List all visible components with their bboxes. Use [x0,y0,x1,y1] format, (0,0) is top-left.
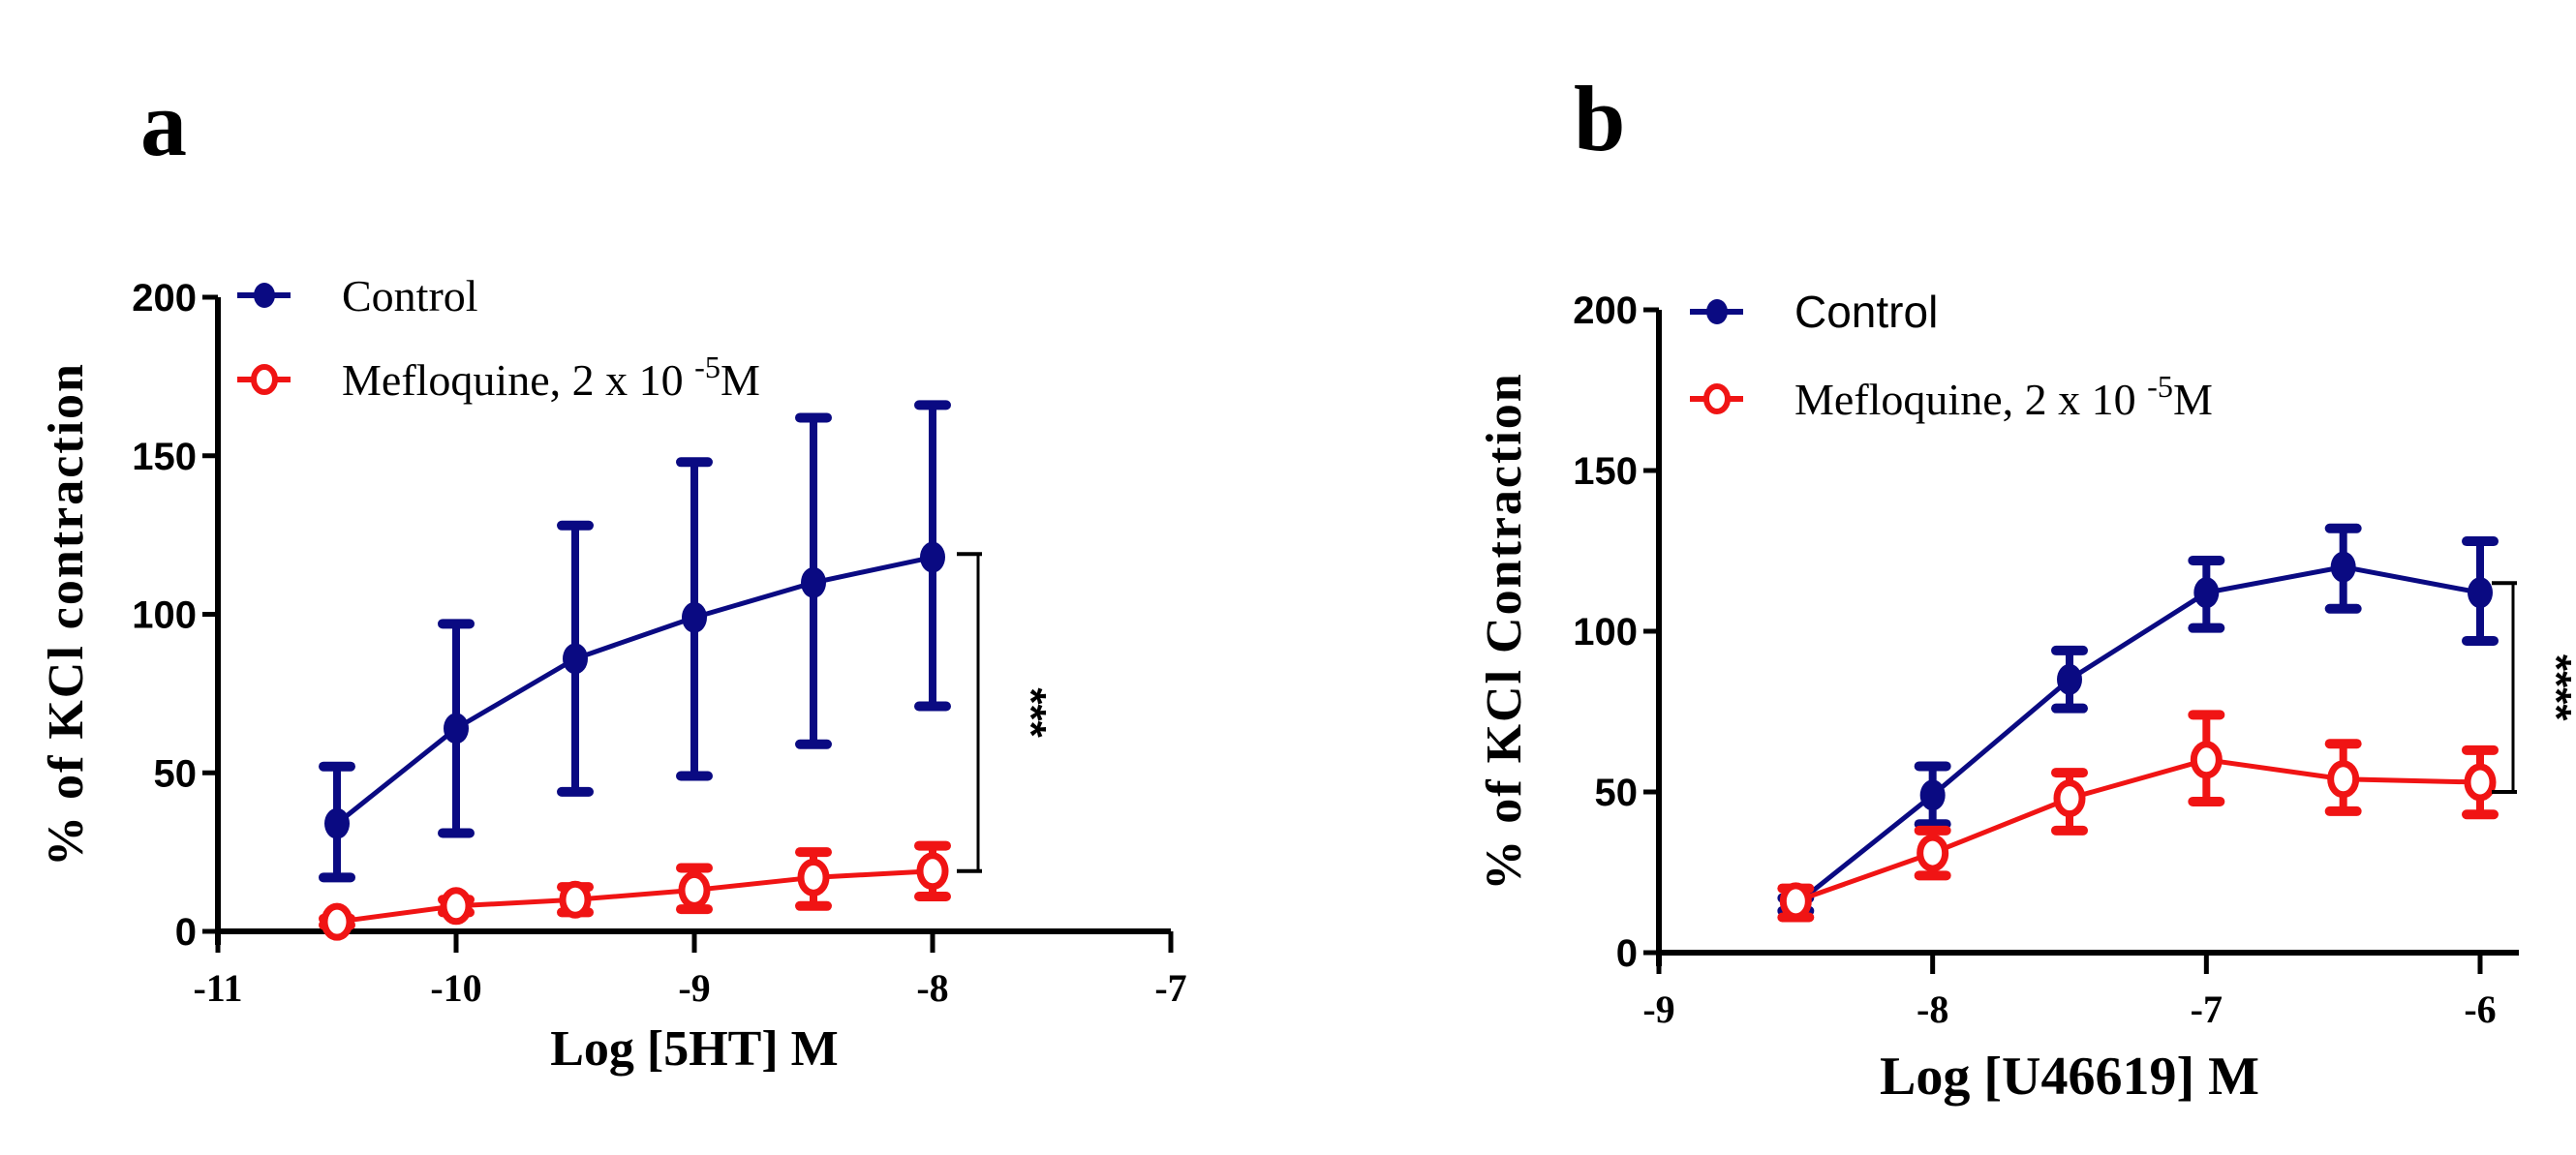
legend-item-control: Control [1690,287,1938,337]
significance-bracket: **** [2492,581,2576,794]
y-tick-label: 0 [1616,932,1638,975]
legend-marker [1706,299,1728,324]
x-axis-label-b: Log [U46619] M [1880,1047,2259,1107]
x-tick-label: -11 [193,966,242,1010]
legend-label: Control [342,271,478,320]
series-mefloquine [1777,710,2499,923]
data-point [920,541,945,573]
series-line [1794,564,2481,907]
legend-label: Control [1794,287,1938,337]
x-axis-label-a: Log [5HT] M [550,1021,839,1077]
data-point [563,643,588,675]
data-point [2327,760,2360,799]
legend-a: Control Mefloquine, 2 x 10 -5M [237,271,760,405]
legend-b: Control Mefloquine, 2 x 10 -5M [1690,287,2213,424]
x-tick-label: -7 [1154,966,1186,1010]
series-line [335,555,934,826]
y-tick-label: 100 [1573,611,1638,653]
series-line [336,868,934,925]
legend-marker [1703,383,1731,414]
data-point [1779,882,1812,921]
y-axis-label-a: % of KCl contraction [39,362,94,866]
x-tick-label: -9 [678,966,710,1010]
data-point [916,852,949,891]
y-tick-label: 150 [132,436,197,478]
panel-label-a: a [140,72,187,175]
data-point [2464,763,2497,802]
significance-label: *** [1007,687,1055,738]
series-control [319,400,951,883]
data-point [1919,779,1946,811]
y-tick-label: 50 [1595,772,1639,814]
y-tick-label: 200 [132,277,197,319]
data-point [559,880,592,919]
legend-label: Mefloquine, 2 x 10 -5M [1794,369,2213,424]
y-tick-label: 150 [1573,450,1638,493]
data-point [2057,663,2082,695]
y-tick-label: 50 [154,752,198,795]
significance-bracket: *** [957,552,1055,873]
panel-a: a 0 50 100 150 200 -11 -10 -9 -8 -7 *** Control Me… [39,72,1187,1077]
series-control [1777,523,2499,921]
legend-marker [254,283,275,308]
data-point [682,601,707,633]
marks-b: **** [1777,523,2576,923]
data-point [324,807,350,839]
data-point [321,902,353,941]
marks-a: *** [319,400,1055,941]
x-tick-label: -7 [2191,988,2223,1031]
legend-marker [251,364,278,395]
data-point [2190,741,2223,779]
y-tick-label: 100 [132,594,197,637]
data-point [678,870,711,909]
legend-label: Mefloquine, 2 x 10 -5M [342,350,760,405]
x-tick-label: -6 [2464,988,2496,1031]
data-point [1917,834,1949,872]
series-line [1794,757,2481,904]
data-point [801,566,826,598]
data-point [444,713,469,745]
panel-label-b: b [1574,67,1625,170]
x-tick-label: -9 [1642,988,1674,1031]
x-tick-label: -8 [1917,988,1948,1031]
x-tick-label: -10 [430,966,481,1010]
data-point [2468,577,2493,609]
data-point [2193,577,2220,609]
legend-item-mefloquine: Mefloquine, 2 x 10 -5M [237,350,760,405]
axes-a: 0 50 100 150 200 -11 -10 -9 -8 -7 [132,277,1186,1010]
data-point [440,887,473,926]
data-point [2330,551,2356,583]
x-tick-label: -8 [916,966,948,1010]
axes-b: 0 50 100 150 200 -9 -8 -7 -6 [1573,289,2519,1031]
panel-b: b 0 50 100 150 200 -9 -8 -7 -6 **** Control Meflo… [1477,67,2576,1107]
series-mefloquine [319,840,951,941]
data-point [2053,779,2086,818]
significance-label: **** [2532,654,2576,721]
y-tick-label: 0 [175,911,197,954]
legend-item-control: Control [237,271,478,320]
legend-item-mefloquine: Mefloquine, 2 x 10 -5M [1690,369,2213,424]
data-point [797,858,830,897]
y-tick-label: 200 [1573,289,1638,332]
y-axis-label-b: % of KCl Contraction [1477,372,1532,890]
